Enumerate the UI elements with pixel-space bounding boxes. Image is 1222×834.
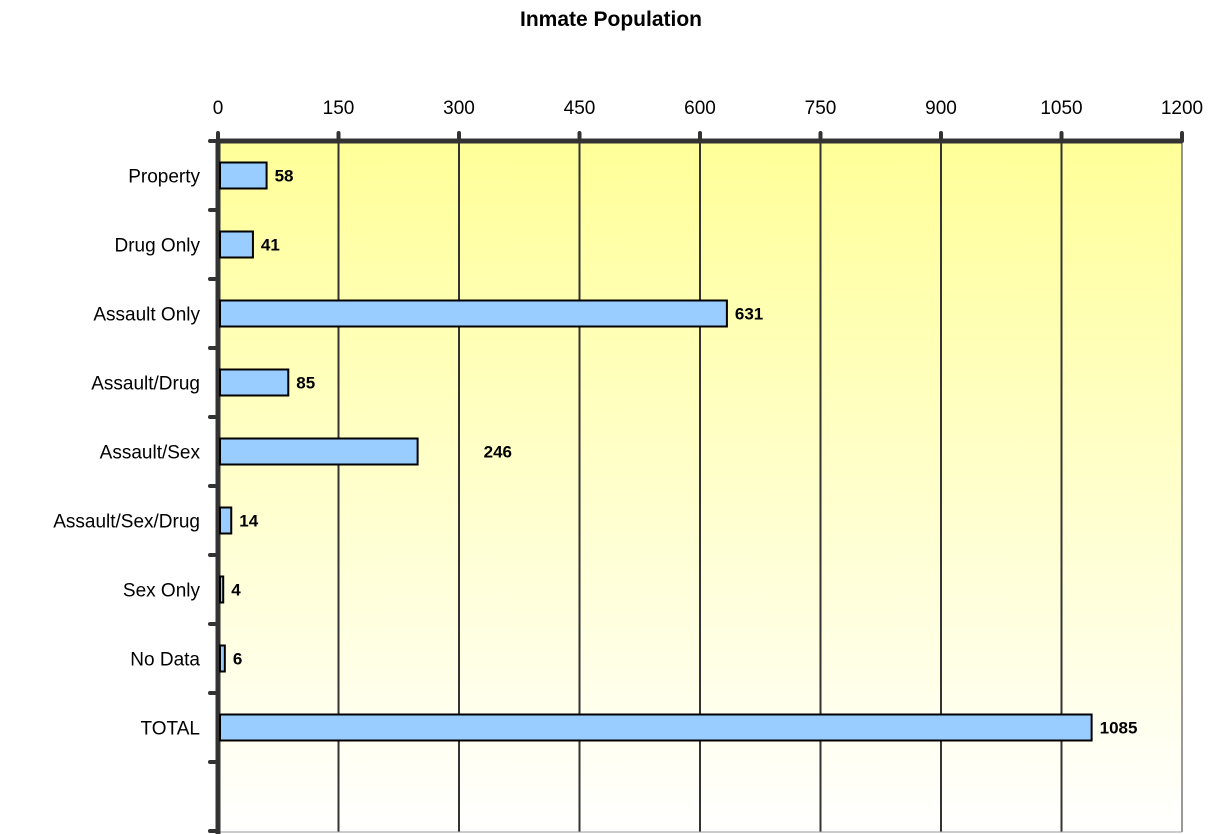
data-label: 85 <box>296 374 315 393</box>
x-tick-label: 150 <box>323 98 355 119</box>
data-label: 14 <box>239 512 258 531</box>
category-label: Assault/Sex <box>100 443 201 464</box>
x-tick-label: 1200 <box>1161 98 1203 119</box>
bar <box>219 230 254 259</box>
data-label: 1085 <box>1100 719 1138 738</box>
bar <box>219 575 225 604</box>
x-tick-label: 900 <box>925 98 957 119</box>
chart-title: Inmate Population <box>519 8 702 31</box>
x-tick-label: 300 <box>443 98 475 119</box>
bar <box>219 644 226 673</box>
category-label: Assault/Drug <box>91 374 200 395</box>
category-label: Assault/Sex/Drug <box>53 512 200 533</box>
bar <box>219 713 1093 742</box>
data-label: 4 <box>231 581 241 600</box>
data-label: 58 <box>275 167 294 186</box>
x-tick-label: 750 <box>805 98 837 119</box>
bar <box>219 506 233 535</box>
bar <box>219 437 419 466</box>
category-label: Sex Only <box>123 581 201 602</box>
x-tick-label: 600 <box>684 98 716 119</box>
data-label: 631 <box>735 305 763 324</box>
x-tick-label: 1050 <box>1040 98 1082 119</box>
category-label: Assault Only <box>93 305 200 326</box>
data-label: 246 <box>484 443 512 462</box>
bar <box>219 368 290 397</box>
category-label: No Data <box>130 650 200 671</box>
x-tick-label: 0 <box>213 98 224 119</box>
category-label: Property <box>128 167 200 188</box>
x-tick-label: 450 <box>564 98 596 119</box>
category-label: TOTAL <box>141 719 200 740</box>
bar <box>219 299 728 328</box>
data-label: 41 <box>261 236 280 255</box>
bar <box>219 161 268 190</box>
category-label: Drug Only <box>114 236 200 257</box>
data-label: 6 <box>233 650 242 669</box>
